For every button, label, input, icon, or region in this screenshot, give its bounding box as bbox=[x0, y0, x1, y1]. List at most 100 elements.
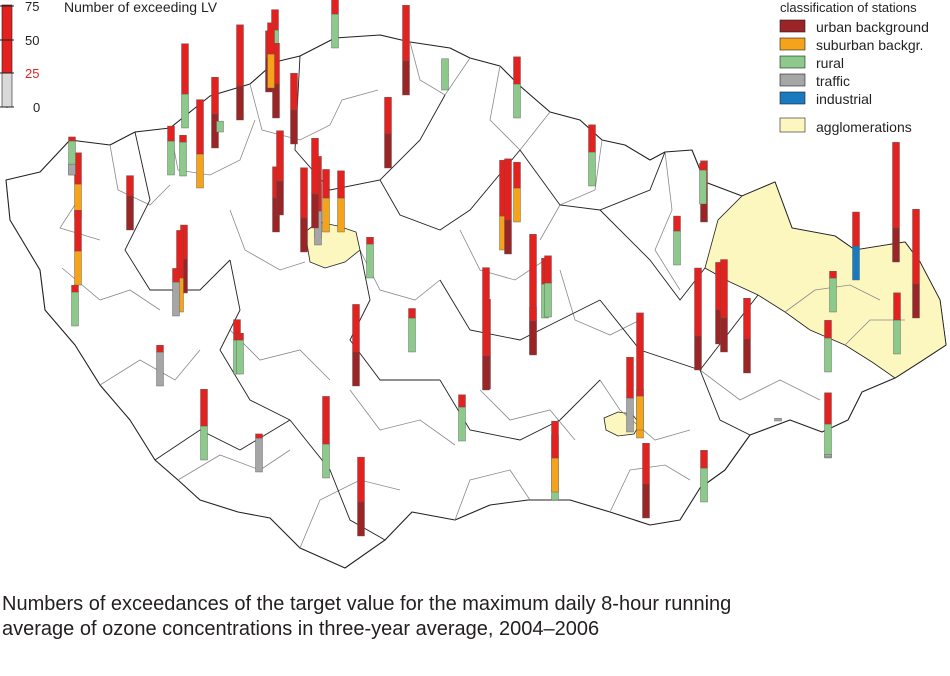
station-bar-exceedance-segment bbox=[529, 307, 537, 322]
station-bar-type-segment bbox=[829, 277, 837, 313]
station-bar-type-segment bbox=[71, 291, 79, 327]
station-bar-exceedance-segment bbox=[352, 304, 360, 353]
legend-title: classification of stations bbox=[780, 0, 917, 15]
station-bar-exceedance-segment bbox=[337, 170, 345, 199]
legend-swatch-urban bbox=[779, 19, 806, 33]
station-bar-type-segment bbox=[588, 151, 596, 187]
station-bar bbox=[276, 130, 284, 216]
station-bar-exceedance-segment bbox=[300, 167, 308, 219]
station-bar-exceedance-segment bbox=[408, 308, 416, 319]
station-bar-exceedance-segment bbox=[71, 285, 79, 293]
station-bar-exceedance-segment bbox=[824, 320, 832, 339]
legend-label-agglomerations: agglomerations bbox=[816, 119, 912, 135]
district-borders bbox=[59, 41, 905, 549]
station-bar-type-segment bbox=[322, 197, 330, 233]
scale-tick-0: 0 bbox=[33, 100, 40, 115]
station-bar bbox=[200, 389, 208, 461]
station-bar bbox=[824, 454, 832, 458]
scale-tick-50: 50 bbox=[25, 33, 39, 48]
agglomeration-ostrava bbox=[704, 181, 947, 379]
station-bar-exceedance-segment bbox=[211, 77, 219, 115]
station-bar-exceedance-segment bbox=[743, 298, 751, 340]
station-bar-type-segment bbox=[636, 395, 644, 431]
station-bar bbox=[126, 175, 134, 231]
station-bar bbox=[588, 124, 596, 187]
station-bar-type-segment bbox=[236, 85, 244, 121]
station-bar-type-segment bbox=[441, 58, 449, 91]
station-bar-type-segment bbox=[824, 454, 832, 458]
station-bar-exceedance-segment bbox=[167, 125, 175, 142]
station-bar-exceedance-segment bbox=[179, 134, 187, 143]
station-bar-exceedance-segment bbox=[529, 234, 537, 321]
legend: classification of stations urban backgro… bbox=[779, 0, 929, 135]
station-bar bbox=[743, 298, 751, 374]
station-bar-type-segment bbox=[551, 457, 559, 493]
station-bar-type-segment bbox=[694, 335, 702, 371]
station-bar-exceedance-segment bbox=[699, 162, 707, 171]
station-bar-exceedance-segment bbox=[852, 211, 860, 247]
station-bar bbox=[366, 236, 374, 279]
station-bar-exceedance-segment bbox=[290, 73, 298, 111]
station-bar bbox=[504, 158, 512, 255]
station-bar bbox=[384, 97, 392, 169]
station-bar-type-segment bbox=[300, 217, 308, 253]
station-bar-exceedance-segment bbox=[892, 142, 900, 229]
station-bar bbox=[196, 99, 204, 189]
station-bar-type-segment bbox=[216, 120, 224, 133]
station-bar-exceedance-segment bbox=[176, 230, 184, 279]
station-bar-type-segment bbox=[513, 187, 521, 223]
station-bar bbox=[529, 307, 537, 356]
station-bar bbox=[402, 5, 410, 96]
station-bar bbox=[824, 320, 832, 373]
station-bar-type-segment bbox=[743, 338, 751, 374]
station-bar-exceedance-segment bbox=[236, 333, 244, 341]
station-bar bbox=[68, 163, 76, 176]
station-bar-type-segment bbox=[200, 425, 208, 461]
station-bar-type-segment bbox=[352, 351, 360, 387]
station-bar-type-segment bbox=[673, 230, 681, 266]
station-bar-exceedance-segment bbox=[551, 434, 559, 459]
station-bar-type-segment bbox=[700, 467, 708, 503]
station-bar-type-segment bbox=[357, 501, 365, 537]
station-bar-type-segment bbox=[272, 83, 280, 119]
station-bar-type-segment bbox=[290, 109, 298, 145]
scale-bar-below-limit bbox=[1, 72, 13, 108]
legend-swatch-industrial bbox=[779, 91, 806, 105]
station-bar-type-segment bbox=[824, 337, 832, 373]
station-bar-type-segment bbox=[408, 317, 416, 353]
station-bar bbox=[458, 394, 466, 442]
station-bar bbox=[892, 142, 900, 263]
station-bar bbox=[236, 333, 244, 375]
station-bar bbox=[172, 268, 180, 317]
station-bar bbox=[513, 56, 521, 119]
station-bar-exceedance-segment bbox=[236, 24, 244, 87]
station-bar-exceedance-segment bbox=[322, 169, 330, 199]
station-bar-exceedance-segment bbox=[636, 389, 644, 397]
station-bar-type-segment bbox=[402, 60, 410, 96]
legend-label-industrial: industrial bbox=[816, 91, 872, 107]
station-bar-exceedance-segment bbox=[694, 267, 702, 337]
station-bar-type-segment bbox=[255, 437, 263, 473]
map-base bbox=[5, 34, 947, 569]
station-bar-type-segment bbox=[331, 13, 339, 49]
station-bar-type-segment bbox=[912, 283, 920, 319]
station-bar-exceedance-segment bbox=[255, 433, 263, 439]
station-bar-exceedance-segment bbox=[458, 394, 466, 408]
station-bar-exceedance-segment bbox=[700, 450, 708, 469]
station-bar-type-segment bbox=[774, 418, 782, 422]
station-bar bbox=[167, 125, 175, 176]
station-bar-type-segment bbox=[852, 245, 860, 281]
legend-label-rural: rural bbox=[816, 55, 844, 71]
station-bar-type-segment bbox=[179, 141, 187, 177]
station-bar-type-segment bbox=[74, 250, 82, 286]
station-bar-exceedance-segment bbox=[322, 396, 330, 445]
station-bar bbox=[893, 292, 901, 355]
station-bar bbox=[211, 77, 219, 149]
station-bar-exceedance-segment bbox=[673, 215, 681, 232]
station-bar-type-segment bbox=[181, 93, 189, 129]
ozone-exceedance-map: 75 50 25 0 Number of exceeding LV classi… bbox=[0, 0, 947, 569]
scale-tick-75: 75 bbox=[25, 0, 39, 14]
station-bar bbox=[626, 357, 634, 433]
station-bar bbox=[71, 285, 79, 327]
station-bar bbox=[636, 389, 644, 431]
